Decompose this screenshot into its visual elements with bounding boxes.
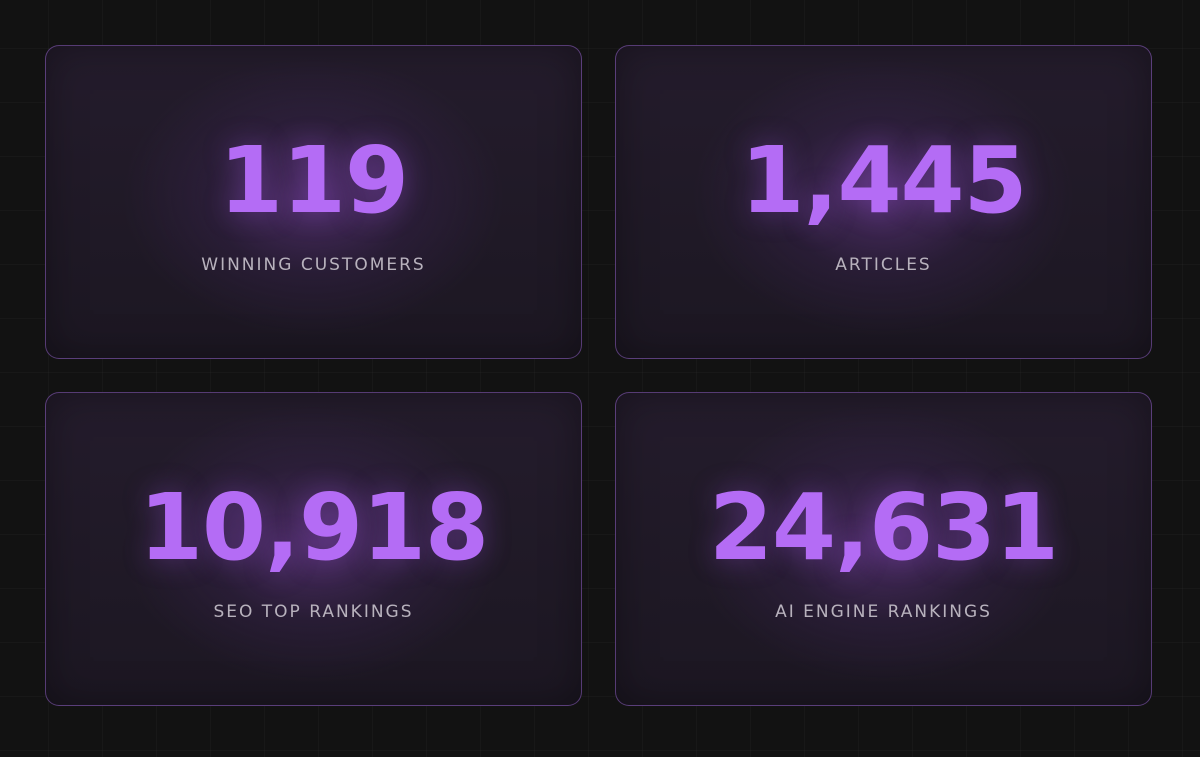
stat-value: 119 — [218, 127, 409, 234]
stat-card-articles: 1,445 ARTICLES — [615, 45, 1152, 359]
stat-label: ARTICLES — [835, 255, 932, 275]
stats-grid: 119 WINNING CUSTOMERS 1,445 ARTICLES 10,… — [45, 45, 1152, 706]
stat-value: 10,918 — [138, 474, 489, 581]
stat-card-ai-engine-rankings: 24,631 AI ENGINE RANKINGS — [615, 392, 1152, 706]
stat-label: SEO TOP RANKINGS — [213, 602, 414, 622]
stat-label: AI ENGINE RANKINGS — [775, 602, 992, 622]
stat-value: 1,445 — [740, 127, 1027, 234]
stat-label: WINNING CUSTOMERS — [201, 255, 426, 275]
stat-value: 24,631 — [708, 474, 1059, 581]
stat-card-winning-customers: 119 WINNING CUSTOMERS — [45, 45, 582, 359]
stat-card-seo-top-rankings: 10,918 SEO TOP RANKINGS — [45, 392, 582, 706]
